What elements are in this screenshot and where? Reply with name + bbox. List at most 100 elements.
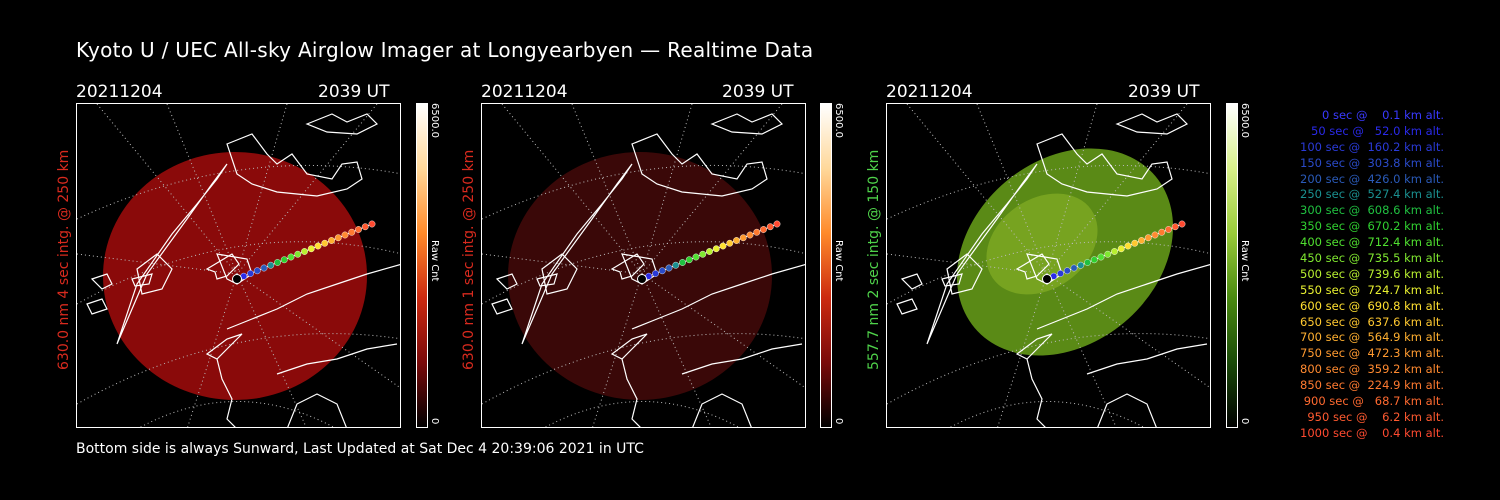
legend-row: 0 sec @ 0.1 km alt. (1314, 108, 1444, 122)
lat-lon-grid-line (949, 401, 1145, 427)
lat-lon-grid-line (887, 241, 1210, 305)
coastline (631, 133, 768, 197)
legend-row: 450 sec @ 735.5 km alt. (1300, 251, 1444, 266)
colorbar (416, 103, 428, 428)
trajectory-point (1117, 245, 1125, 253)
coastline (536, 273, 558, 287)
lat-lon-grid-line (139, 401, 335, 427)
allsky-map (887, 104, 1210, 427)
lat-lon-grid-line (1046, 273, 1210, 389)
trajectory-point (1090, 256, 1098, 264)
coastline (621, 358, 641, 427)
footer-update-note: Bottom side is always Sunward, Last Upda… (76, 441, 644, 457)
trajectory-point (260, 264, 268, 272)
lat-lon-grid-line (77, 253, 238, 275)
trajectory-point (321, 239, 329, 247)
colorbar-unit-label: Raw Cnt (1239, 240, 1250, 282)
coastline (226, 133, 363, 197)
colorbar (1226, 103, 1238, 428)
legend-row: 250 sec @ 527.4 km alt. (1300, 187, 1444, 202)
legend-row: 1000 sec @ 0.4 km alt. (1300, 425, 1444, 440)
colorbar (820, 103, 832, 428)
trajectory-point (1097, 253, 1105, 261)
station-marker (232, 274, 242, 284)
colorbar-max-label: 6500.0 (429, 103, 440, 138)
colorbar-max-label: 6500.0 (1239, 103, 1250, 138)
trajectory-point (1151, 231, 1159, 239)
coastline (116, 163, 228, 345)
trajectory-point (672, 261, 680, 269)
trajectory-point (247, 270, 254, 277)
coastline (86, 298, 108, 315)
coastline (1036, 133, 1173, 197)
trajectory-point (665, 264, 673, 272)
coastline (226, 263, 400, 330)
legend-row: 200 sec @ 426.0 km alt. (1300, 171, 1444, 186)
trajectory-point (753, 228, 761, 236)
panel-date: 20211204 (481, 82, 568, 102)
station-marker (1042, 274, 1052, 284)
coastline (287, 393, 347, 427)
legend-row: 800 sec @ 359.2 km alt. (1300, 362, 1444, 377)
allsky-image-panel (481, 103, 806, 428)
coastline (941, 273, 963, 287)
lat-lon-grid-line (96, 104, 238, 275)
allsky-image-panel (886, 103, 1211, 428)
lat-lon-grid-line (906, 104, 1048, 275)
legend-row: 600 sec @ 690.8 km alt. (1300, 298, 1444, 313)
coastline (495, 273, 518, 290)
trajectory-point (368, 220, 376, 228)
trajectory-point (1171, 223, 1179, 231)
trajectory-point (1084, 259, 1091, 266)
trajectory-point (692, 253, 700, 261)
coastline (896, 298, 918, 315)
coastline (692, 393, 752, 427)
trajectory-point (1057, 270, 1064, 277)
legend-row: 950 sec @ 6.2 km alt. (1307, 409, 1444, 424)
coastline (1015, 253, 1050, 280)
coastline (305, 113, 379, 135)
trajectory-point (341, 231, 349, 239)
trajectory-point (301, 248, 308, 255)
panel-time: 2039 UT (722, 82, 794, 102)
coastline (136, 253, 173, 295)
trajectory-point (334, 234, 342, 242)
station-marker (637, 274, 647, 284)
colorbar-min-label: 0 (429, 418, 440, 425)
legend-row: 50 sec @ 52.0 km alt. (1307, 123, 1444, 138)
trajectory-point (739, 234, 747, 242)
trajectory-point (699, 250, 707, 258)
coastline (946, 253, 983, 295)
colorbar-min-label: 0 (1239, 418, 1250, 425)
trajectory-point (274, 259, 281, 266)
trajectory-point (1138, 237, 1145, 244)
legend-row: 750 sec @ 472.3 km alt. (1300, 346, 1444, 361)
lat-lon-grid-line (77, 241, 400, 305)
trajectory-point (267, 261, 275, 269)
panel-side-label: 557.7 nm 2 sec intg. @ 150 km (866, 149, 882, 370)
lat-lon-grid-line (887, 253, 1048, 275)
coastline (205, 253, 240, 280)
coastline (521, 163, 633, 345)
legend-row: 150 sec @ 303.8 km alt. (1300, 155, 1444, 170)
legend-row: 300 sec @ 608.6 km alt. (1300, 203, 1444, 218)
lat-lon-grid-line (1046, 104, 1188, 275)
trajectory-point (314, 242, 322, 250)
trajectory-point (685, 256, 693, 264)
panel-side-label: 630.0 nm 4 sec intg. @ 250 km (56, 149, 72, 370)
lat-lon-grid-line (1046, 104, 1098, 275)
coastline (610, 333, 648, 360)
legend-row: 500 sec @ 739.6 km alt. (1300, 266, 1444, 281)
coastline (1097, 393, 1157, 427)
trajectory-point (1131, 239, 1139, 247)
coastline (90, 273, 113, 290)
trajectory-point (294, 250, 302, 258)
lat-lon-grid-line (236, 104, 378, 275)
trajectory-point (253, 267, 261, 275)
panel-time: 2039 UT (1128, 82, 1200, 102)
coastline (1026, 358, 1046, 427)
trajectory-point (1104, 250, 1112, 258)
lat-lon-grid-line (641, 104, 783, 275)
trajectory-point (1165, 226, 1172, 233)
colorbar-unit-label: Raw Cnt (833, 240, 844, 282)
